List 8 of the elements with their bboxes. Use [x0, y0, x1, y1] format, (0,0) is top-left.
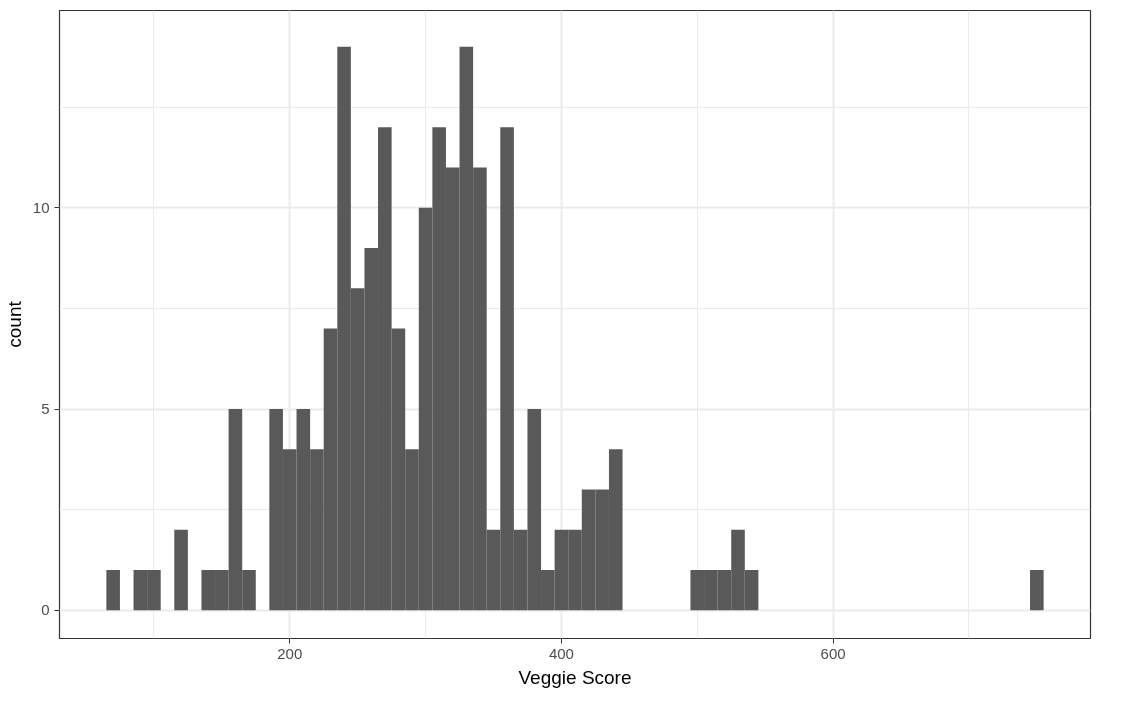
x-tick-label: 400	[548, 644, 574, 662]
y-tick-label: 0	[41, 601, 50, 619]
x-tick-label: 200	[277, 644, 303, 662]
y-tick-label: 5	[41, 400, 50, 418]
y-axis-title: count	[3, 300, 25, 348]
y-tick-label: 10	[32, 198, 50, 216]
x-axis-title: Veggie Score	[518, 666, 632, 688]
x-tick-label: 600	[820, 644, 846, 662]
